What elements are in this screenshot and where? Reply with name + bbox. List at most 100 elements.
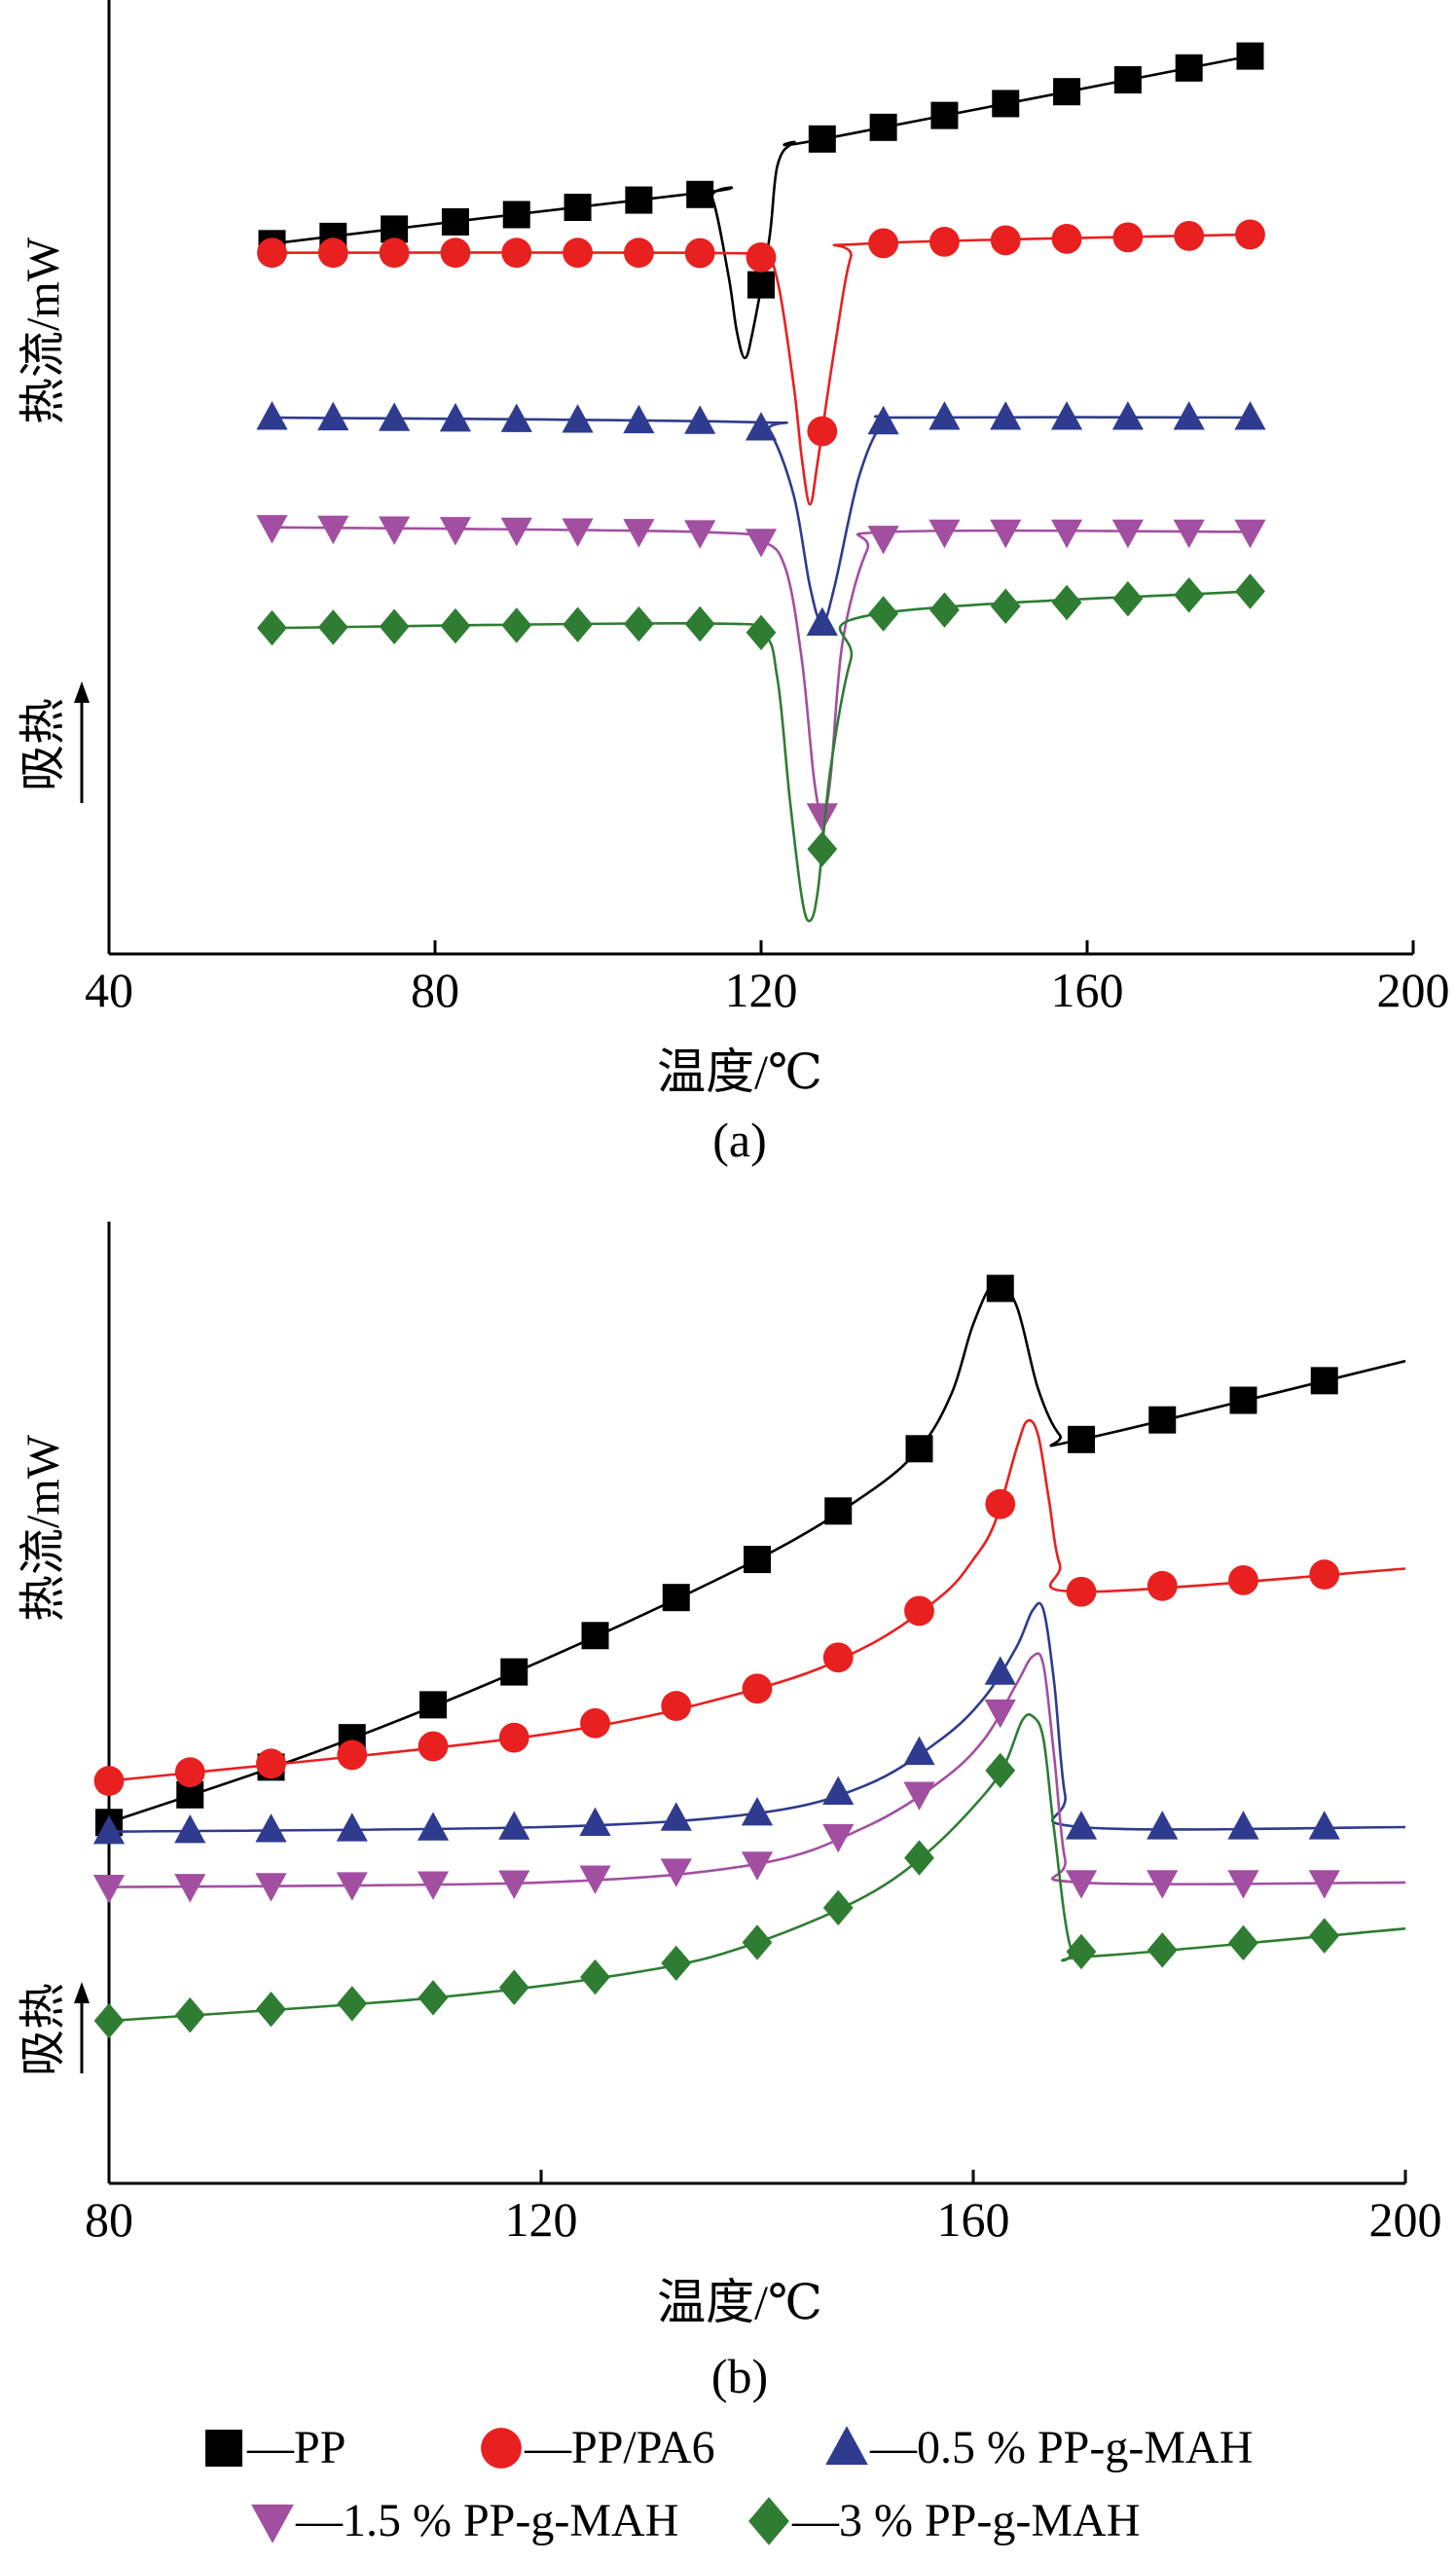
panel-b-series-pp-pa6-point-10 xyxy=(904,1595,934,1627)
panel-b-series-0-5-pp-g-mah-point-14 xyxy=(1227,1811,1259,1840)
panel-b-x-axis-label: 温度/℃ xyxy=(657,2275,822,2329)
legend-item-0-5-pp-g-mah: —0.5 % PP-g-MAH xyxy=(825,2422,1253,2473)
panel-a-series-0-5-pp-g-mah-point-0 xyxy=(256,401,288,430)
panel-a-y-axis-label: 热流/mW xyxy=(18,237,69,424)
panel-a-series-3-pp-g-mah-point-4 xyxy=(501,607,532,643)
panel-a-series-0-5-pp-g-mah-point-8 xyxy=(745,412,778,441)
panel-a-series-1-5-pp-g-mah-point-8 xyxy=(745,529,778,558)
panel-b-series-3-pp-g-mah-point-8 xyxy=(742,1924,773,1960)
panel-b-series-pp-pa6-point-1 xyxy=(174,1757,205,1788)
panel-b-series-3-pp-g-mah-point-9 xyxy=(822,1889,854,1926)
panel-a-series-0-5-pp-g-mah-point-1 xyxy=(317,401,349,431)
panel-a-series-0-5-pp-g-mah-point-12 xyxy=(990,401,1022,430)
panel-b-series-3-pp-g-mah-point-12 xyxy=(1066,1933,1097,1970)
panel-a-series-0-5-pp-g-mah-point-7 xyxy=(684,405,716,434)
panel-b-series-1-5-pp-g-mah-point-7 xyxy=(660,1858,692,1887)
panel-b-series-0-5-pp-g-mah-point-2 xyxy=(255,1813,287,1843)
panel-b-series-1-5-pp-g-mah-point-13 xyxy=(1147,1870,1179,1899)
panel-a-series-pp-pa6-point-10 xyxy=(868,228,899,259)
panel-a-series-3-pp-g-mah-point-14 xyxy=(1112,580,1144,617)
panel-a-series-3-pp-g-mah-point-15 xyxy=(1174,577,1205,613)
panel-a-series-pp-point-9 xyxy=(808,125,836,153)
panel-b-series-pp-point-13 xyxy=(1148,1406,1177,1434)
panel-b-series-pp-pa6-point-4 xyxy=(418,1731,449,1762)
panel-a-series-pp-pa6-point-2 xyxy=(379,238,410,269)
panel-b-x-tick-label-200: 200 xyxy=(1369,2192,1442,2247)
panel-a-series-1-5-pp-g-mah-point-2 xyxy=(379,516,411,545)
panel-a-cooling-curves: 40 80 120 160 200 热流/mW 吸热 温度/℃ (a) xyxy=(18,0,1450,1167)
legend: —PP —PP/PA6 —0.5 % PP-g-MAH —1.5 % PP-g-MAH… xyxy=(205,2422,1253,2546)
panel-a-x-tick-label-80: 80 xyxy=(411,963,459,1017)
panel-a-series-3-pp-g-mah-point-2 xyxy=(379,608,410,644)
panel-b-series-pp-pa6-point-12 xyxy=(1066,1576,1097,1607)
panel-a-series-1-5-pp-g-mah-line xyxy=(272,526,1251,818)
panel-a-series-1-5-pp-g-mah-point-1 xyxy=(317,515,349,545)
panel-a-series-pp-pa6-point-6 xyxy=(623,238,654,269)
panel-a-series-pp-point-7 xyxy=(686,180,714,208)
panel-a-series-1-5-pp-g-mah-point-6 xyxy=(623,519,655,548)
panel-b-series-0-5-pp-g-mah-point-8 xyxy=(741,1796,774,1826)
panel-b-series-1-5-pp-g-mah-point-8 xyxy=(741,1851,774,1881)
panel-b-series-pp-pa6-line xyxy=(108,1418,1406,1782)
panel-b-curves xyxy=(92,1274,1406,2039)
panel-b-series-pp-point-7 xyxy=(662,1584,690,1612)
legend-item-pp-pa6: —PP/PA6 xyxy=(481,2422,715,2473)
panel-a-series-pp-line xyxy=(272,55,1251,360)
panel-a-x-tick-label-200: 200 xyxy=(1377,963,1450,1017)
panel-a-series-pp-point-3 xyxy=(441,207,469,236)
panel-b-series-pp-point-14 xyxy=(1229,1386,1257,1414)
panel-a-series-pp-pa6-point-1 xyxy=(317,238,348,269)
panel-a-series-0-5-pp-g-mah-point-11 xyxy=(928,401,961,430)
panel-b-series-0-5-pp-g-mah-point-12 xyxy=(1065,1811,1098,1840)
panel-a-series-3-pp-g-mah-point-0 xyxy=(257,609,287,646)
panel-a-series-pp-point-6 xyxy=(625,186,653,214)
panel-b-series-0-5-pp-g-mah-point-10 xyxy=(903,1736,935,1766)
panel-a-series-pp-pa6-point-13 xyxy=(1051,224,1082,254)
panel-b-series-0-5-pp-g-mah-point-0 xyxy=(92,1814,126,1845)
panel-a-series-1-5-pp-g-mah-point-13 xyxy=(1050,519,1083,549)
panel-a-curves xyxy=(256,42,1266,923)
panel-b-series-pp-pa6-point-8 xyxy=(742,1673,773,1704)
panel-a-series-1-5-pp-g-mah-point-10 xyxy=(867,526,899,555)
panel-b-series-pp-pa6-point-5 xyxy=(498,1722,529,1753)
panel-a-x-axis-label: 温度/℃ xyxy=(657,1044,822,1099)
panel-b-series-pp-point-12 xyxy=(1068,1425,1095,1453)
panel-b-series-pp-point-11 xyxy=(986,1274,1014,1302)
panel-b-series-pp-line xyxy=(108,1280,1406,1824)
panel-a-series-0-5-pp-g-mah-line xyxy=(272,415,1251,625)
panel-b-series-0-5-pp-g-mah-point-4 xyxy=(417,1812,450,1841)
panel-b-series-0-5-pp-g-mah-point-15 xyxy=(1308,1811,1340,1840)
panel-a-series-pp-point-11 xyxy=(930,101,959,129)
legend-marker-3-pp-g-mah xyxy=(748,2497,789,2545)
panel-b-series-3-pp-g-mah-point-4 xyxy=(418,1980,449,2016)
panel-a-series-pp-pa6-point-15 xyxy=(1174,221,1205,251)
legend-label-pp-pa6: —PP/PA6 xyxy=(524,2422,715,2473)
panel-b-series-pp-pa6-point-2 xyxy=(256,1748,286,1779)
panel-b-heating-curves: 80 120 160 200 热流/mW 吸热 温度/℃ (b) xyxy=(18,1222,1442,2403)
panel-a-series-1-5-pp-g-mah-point-15 xyxy=(1173,519,1205,549)
panel-a-caption: (a) xyxy=(712,1113,767,1167)
panel-b-series-0-5-pp-g-mah-point-6 xyxy=(579,1807,611,1837)
panel-a-series-1-5-pp-g-mah-point-9 xyxy=(806,803,838,832)
panel-a-series-3-pp-g-mah-point-9 xyxy=(807,831,838,867)
panel-b-x-tick-label-120: 120 xyxy=(505,2192,578,2247)
legend-label-3-pp-g-mah: —3 % PP-g-MAH xyxy=(791,2495,1140,2546)
panel-b-ticks: 80 120 160 200 xyxy=(85,2170,1442,2247)
panel-a-series-0-5-pp-g-mah-point-3 xyxy=(439,402,472,432)
panel-a-series-pp-point-10 xyxy=(869,113,897,141)
panel-a-series-pp-pa6-point-8 xyxy=(746,242,777,273)
panel-a-series-3-pp-g-mah-point-11 xyxy=(929,592,960,628)
panel-a-series-1-5-pp-g-mah-point-4 xyxy=(500,517,532,547)
panel-b-series-3-pp-g-mah-point-15 xyxy=(1309,1918,1340,1954)
panel-b-series-1-5-pp-g-mah-point-6 xyxy=(579,1865,611,1894)
panel-a-series-pp-point-14 xyxy=(1113,66,1142,94)
panel-b-series-3-pp-g-mah-point-0 xyxy=(93,2002,125,2039)
panel-b-y-axis-label: 热流/mW xyxy=(18,1434,69,1622)
panel-b-series-1-5-pp-g-mah-point-5 xyxy=(498,1870,530,1899)
panel-a-series-1-5-pp-g-mah-point-0 xyxy=(256,515,288,544)
panel-b-series-1-5-pp-g-mah-point-4 xyxy=(417,1871,450,1900)
panel-b-series-pp-pa6-point-13 xyxy=(1147,1570,1178,1601)
legend-marker-pp-pa6 xyxy=(481,2428,522,2469)
panel-a-series-3-pp-g-mah-point-16 xyxy=(1235,573,1265,609)
